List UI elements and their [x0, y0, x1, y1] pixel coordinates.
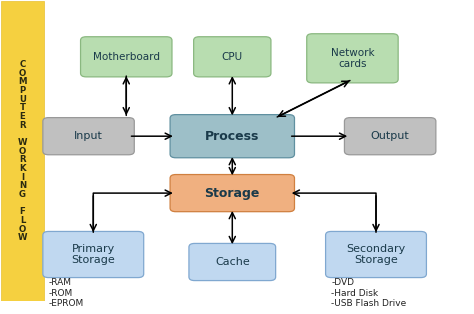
Text: Network
cards: Network cards [331, 47, 374, 69]
Text: -RAM
-ROM
-EPROM: -RAM -ROM -EPROM [48, 279, 84, 308]
Text: Input: Input [74, 131, 103, 141]
FancyBboxPatch shape [194, 37, 271, 77]
Text: Storage: Storage [205, 187, 260, 200]
FancyBboxPatch shape [43, 231, 144, 278]
FancyBboxPatch shape [326, 231, 427, 278]
FancyBboxPatch shape [170, 115, 294, 158]
FancyBboxPatch shape [81, 37, 172, 77]
FancyBboxPatch shape [307, 34, 398, 83]
Text: Motherboard: Motherboard [93, 52, 160, 62]
Text: Cache: Cache [215, 257, 250, 267]
FancyBboxPatch shape [43, 118, 134, 155]
FancyBboxPatch shape [1, 1, 44, 301]
Text: -DVD
-Hard Disk
-USB Flash Drive: -DVD -Hard Disk -USB Flash Drive [331, 279, 407, 308]
FancyBboxPatch shape [170, 175, 294, 212]
Text: C
O
M
P
U
T
E
R
 
W
O
R
K
I
N
G
 
F
L
O
W: C O M P U T E R W O R K I N G F L O W [18, 60, 27, 242]
Text: Process: Process [205, 130, 259, 143]
Text: Secondary
Storage: Secondary Storage [346, 244, 406, 265]
Text: CPU: CPU [222, 52, 243, 62]
Text: Primary
Storage: Primary Storage [72, 244, 115, 265]
Text: Output: Output [371, 131, 410, 141]
FancyBboxPatch shape [345, 118, 436, 155]
FancyBboxPatch shape [189, 243, 276, 281]
